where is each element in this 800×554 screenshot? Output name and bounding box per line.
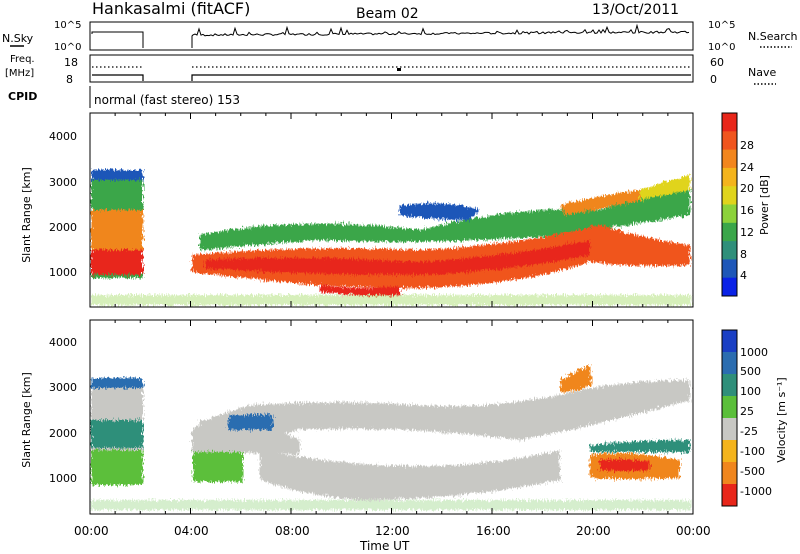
velocity-colorbar: 1000 500 100 25 -25 -100 -500 -1000 Velo… [721,329,788,507]
power-cbar-swatch [722,113,737,132]
vel-cbar-tick-500: 500 [740,365,761,378]
beam-label: Beam 02 [356,6,419,22]
x-axis-label: Time UT [359,539,410,553]
xtick-0000-end: 00:00 [676,524,711,538]
vel-cbar-tick-m500: -500 [740,465,765,478]
cpid-label: CPID [8,90,37,103]
power-cbar-tick-4: 4 [740,269,747,282]
xtick-0400: 04:00 [174,524,209,538]
freq-label: Freq. [10,54,35,65]
power-ytick-3000: 3000 [49,176,77,189]
station-title: Hankasalmi (fitACF) [92,0,250,18]
power-panel: Slant Range [km] 4000 3000 2000 1000 [20,112,694,308]
velocity-cbar-swatch [722,418,737,441]
nsky-label: N.Sky [2,32,34,45]
power-ytick-2000: 2000 [49,221,77,234]
vel-cbar-tick-m1000: -1000 [740,485,772,498]
nsky-panel: N.Sky 10^5 10^0 10^5 10^0 N.Search [2,20,798,53]
power-cbar-swatch [722,241,737,260]
velocity-ylabel: Slant Range [km] [20,372,33,468]
vel-cbar-tick-m100: -100 [740,445,765,458]
x-axis: 00:00 04:00 08:00 12:00 16:00 20:00 00:0… [74,524,711,553]
freq-unit: [MHz] [5,68,34,79]
vel-cbar-tick-25: 25 [740,405,754,418]
power-cbar-tick-20: 20 [740,182,754,195]
xtick-1200: 12:00 [375,524,410,538]
nsky-tick-top: 10^5 [54,20,81,31]
freq-tick-top: 18 [64,56,78,69]
cpid-panel: CPID normal (fast stereo) 153 [8,86,240,108]
velocity-image [91,365,691,510]
nave-label: Nave [748,66,776,79]
power-cbar-tick-12: 12 [740,226,754,239]
velocity-cbar-swatch [722,396,737,419]
date-label: 13/Oct/2011 [592,2,679,18]
vel-cbar-tick-100: 100 [740,385,761,398]
xtick-0000: 00:00 [74,524,109,538]
nave-tick-top: 60 [710,56,724,69]
power-cbar-tick-24: 24 [740,161,754,174]
power-colorbar: 28 24 20 16 12 8 4 Power [dB] [721,112,771,297]
power-ylabel: Slant Range [km] [20,167,33,263]
power-image [91,170,691,305]
velocity-cbar-swatch [722,352,737,375]
nsearch-tick-bottom: 10^0 [708,42,735,53]
velocity-panel: Slant Range [km] 4000 3000 2000 1000 [20,319,694,515]
power-cbar-swatch [722,186,737,205]
velocity-cbar-swatch [722,462,737,485]
vel-cbar-tick-1000: 1000 [740,346,768,359]
velocity-cbar-swatch [722,440,737,463]
power-cbar-tick-16: 16 [740,204,754,217]
velocity-ytick-3000: 3000 [49,381,77,394]
power-cbar-swatch [722,131,737,151]
vel-cbar-tick-m25: -25 [740,425,758,438]
power-cbar-tick-8: 8 [740,248,747,261]
power-cbar-label: Power [dB] [758,175,771,235]
power-ytick-4000: 4000 [49,130,77,143]
xtick-1600: 16:00 [476,524,511,538]
nsky-tick-bottom: 10^0 [54,42,81,53]
velocity-cbar-swatch [722,330,737,353]
freq-panel: Freq. [MHz] 18 8 60 0 Nave [5,54,776,86]
power-cbar-swatch [722,149,737,169]
nsearch-tick-top: 10^5 [708,20,735,31]
power-cbar-tick-28: 28 [740,139,754,152]
power-cbar-swatch [722,204,737,224]
power-cbar-swatch [722,277,737,297]
nsearch-label: N.Search [748,30,798,43]
velocity-ytick-1000: 1000 [49,472,77,485]
xtick-2000: 20:00 [576,524,611,538]
velocity-cbar-swatch [722,374,737,397]
velocity-ytick-2000: 2000 [49,427,77,440]
power-cbar-swatch [722,259,737,279]
velocity-cbar-swatch [722,484,737,507]
velocity-cbar-label: Velocity [m s⁻¹] [775,377,788,462]
power-ytick-1000: 1000 [49,266,77,279]
power-cbar-swatch [722,167,737,187]
nave-tick-bottom: 0 [710,73,717,86]
velocity-ytick-4000: 4000 [49,336,77,349]
cpid-mode: normal (fast stereo) 153 [94,93,240,107]
power-cbar-swatch [722,222,737,242]
freq-tick-bottom: 8 [66,73,73,86]
xtick-0800: 08:00 [275,524,310,538]
